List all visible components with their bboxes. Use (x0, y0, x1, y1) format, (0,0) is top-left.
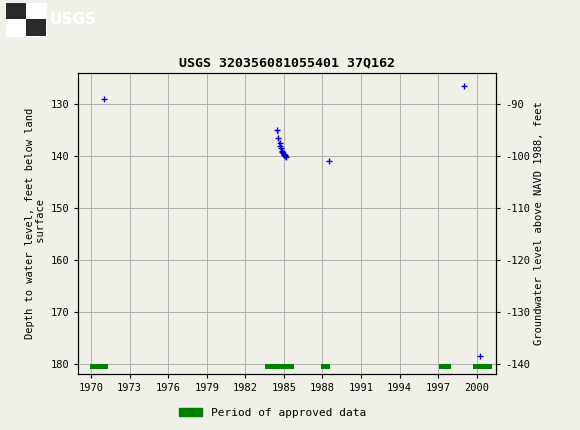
Bar (473, 364, 492, 369)
Bar (26, 19, 46, 36)
FancyBboxPatch shape (6, 3, 46, 36)
Title: USGS 320356081055401 37Q162: USGS 320356081055401 37Q162 (179, 56, 395, 69)
Bar (440, 364, 451, 369)
Bar (6, 3, 26, 19)
Legend: Period of approved data: Period of approved data (175, 403, 370, 422)
Bar (90, 364, 108, 369)
Y-axis label: Depth to water level, feet below land
 surface: Depth to water level, feet below land su… (25, 108, 46, 339)
Y-axis label: Groundwater level above NAVD 1988, feet: Groundwater level above NAVD 1988, feet (534, 102, 544, 345)
Bar (264, 364, 294, 369)
Text: USGS: USGS (49, 12, 96, 27)
Bar (321, 364, 330, 369)
